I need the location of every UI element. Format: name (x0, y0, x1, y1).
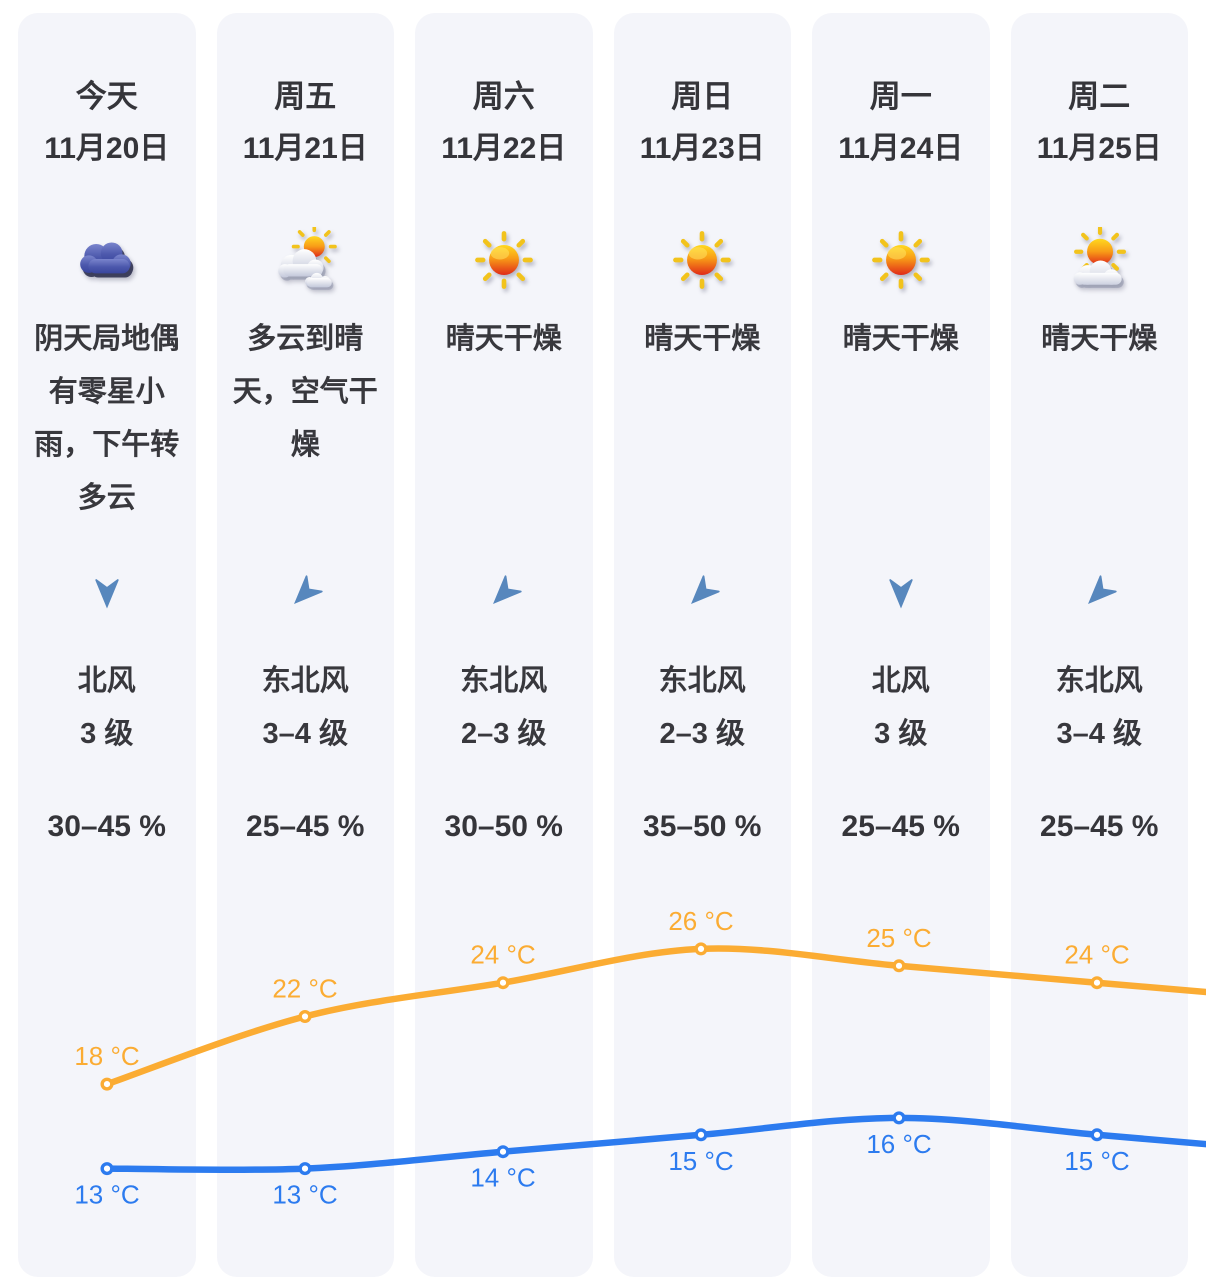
day-name: 周二 (1068, 79, 1131, 114)
sun-icon (614, 217, 792, 303)
day-name: 周日 (671, 79, 734, 114)
weather-description: 多云到晴天，空气干燥 (232, 323, 378, 461)
wind-level: 2–3 级 (659, 718, 745, 750)
wind-direction-arrow-icon (18, 569, 196, 617)
sun-icon (812, 217, 990, 303)
day-date: 11月21日 (242, 132, 368, 165)
wind-level: 3–4 级 (1056, 718, 1142, 750)
wind-direction-arrow-icon (1011, 569, 1189, 617)
wind-level: 3 级 (80, 718, 134, 750)
overcast-cloud-icon (18, 217, 196, 303)
wind-direction: 北风 (871, 665, 930, 697)
day-name: 今天 (75, 79, 138, 114)
wind-direction: 北风 (77, 665, 136, 697)
wind-level: 2–3 级 (461, 718, 547, 750)
wind-info: 东北风 2–3 级 (614, 655, 792, 761)
wind-direction: 东北风 (1055, 665, 1143, 697)
wind-info: 东北风 2–3 级 (415, 655, 593, 761)
wind-direction-arrow-icon (812, 569, 990, 617)
humidity-range: 30–50 % (444, 810, 563, 843)
day-name: 周六 (472, 79, 535, 114)
day-date: 11月20日 (44, 132, 170, 165)
weather-description: 晴天干燥 (1041, 323, 1158, 355)
sun-behind-clouds-icon (217, 217, 395, 303)
day-name: 周五 (274, 79, 337, 114)
day-date: 11月22日 (441, 132, 567, 165)
wind-direction-arrow-icon (614, 569, 792, 617)
day-date: 11月23日 (639, 132, 765, 165)
humidity-range: 25–45 % (246, 810, 365, 843)
sun-with-cloud-icon (1011, 217, 1189, 303)
wind-level: 3–4 级 (262, 718, 348, 750)
day-date: 11月24日 (838, 132, 964, 165)
day-card-3[interactable]: 周日 11月23日 晴天干燥 东北风 2–3 级 35– (613, 13, 792, 1277)
day-card-5[interactable]: 周二 11月25日 (1010, 13, 1189, 1277)
wind-direction-arrow-icon (217, 569, 395, 617)
wind-direction-arrow-icon (415, 569, 593, 617)
weather-description: 阴天局地偶有零星小雨，下午转多云 (34, 323, 180, 514)
day-card-1[interactable]: 周五 11月21日 (216, 13, 395, 1277)
humidity-range: 35–50 % (643, 810, 762, 843)
day-card-0[interactable]: 今天 11月20日 阴天局地偶有零星小雨，下午转多云 北风 3 级 30–45 … (18, 13, 196, 1277)
day-card-4[interactable]: 周一 11月24日 晴天干燥 北风 3 级 25–45 (812, 13, 990, 1277)
humidity-range: 30–45 % (47, 810, 166, 843)
wind-direction: 东北风 (658, 665, 746, 697)
sun-icon (415, 217, 593, 303)
wind-level: 3 级 (874, 718, 928, 750)
wind-info: 北风 3 级 (812, 655, 990, 761)
day-date: 11月25日 (1036, 132, 1162, 165)
humidity-range: 25–45 % (1040, 810, 1159, 843)
humidity-range: 25–45 % (841, 810, 960, 843)
wind-info: 东北风 3–4 级 (1011, 655, 1189, 761)
wind-direction: 东北风 (261, 665, 349, 697)
day-card-2[interactable]: 周六 11月22日 晴天干燥 东北风 2–3 级 30– (415, 13, 593, 1277)
wind-direction: 东北风 (460, 665, 548, 697)
weather-description: 晴天干燥 (644, 323, 761, 355)
day-name: 周一 (869, 79, 932, 114)
weather-description: 晴天干燥 (842, 323, 959, 355)
wind-info: 北风 3 级 (18, 655, 196, 761)
weather-description: 晴天干燥 (445, 323, 562, 355)
wind-info: 东北风 3–4 级 (217, 655, 395, 761)
